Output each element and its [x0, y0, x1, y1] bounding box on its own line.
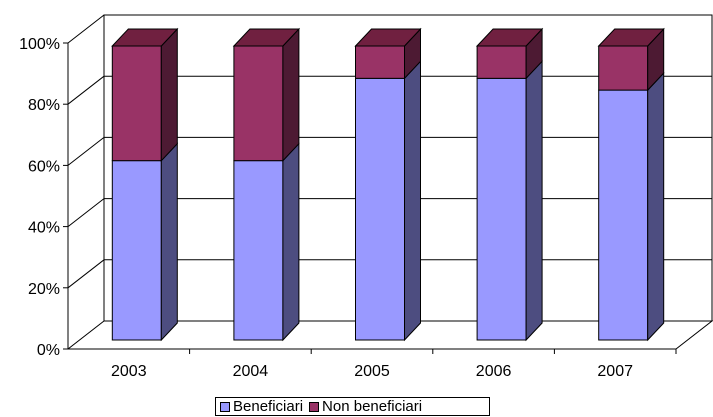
- chart: 0% 20% 40% 60% 80% 100% 2003 2004 2005 2006 2007: [19, 14, 713, 380]
- y-tick-label: 60%: [28, 158, 60, 175]
- bar-side-beneficiari-2007: [647, 71, 665, 342]
- x-tick-label: 2005: [354, 363, 390, 380]
- gridline-diagonal: [67, 198, 105, 227]
- x-tick-label: 2003: [111, 363, 147, 380]
- bar-top-2006: [475, 28, 544, 47]
- bar-non-beneficiari-2006: [476, 45, 527, 79]
- bar-side-beneficiari-2006: [525, 60, 543, 342]
- bar-top-2007: [597, 28, 665, 47]
- gridline-diagonal: [67, 137, 105, 166]
- bar-side-beneficiari-2003: [160, 142, 178, 342]
- chart-legend: Beneficiari Non beneficiari: [215, 397, 490, 416]
- gridline-diagonal: [67, 14, 105, 44]
- bar-non-beneficiari-2003: [111, 45, 162, 162]
- legend-swatch-non-beneficiari: [309, 401, 320, 412]
- bar-side-beneficiari-2004: [282, 142, 300, 342]
- y-tick-label: 40%: [28, 220, 60, 237]
- y-tick-label: 0%: [37, 342, 60, 359]
- gridline-diagonal: [67, 75, 105, 105]
- gridline-diagonal: [67, 259, 105, 289]
- bar-non-beneficiari-2005: [355, 45, 405, 79]
- legend-label-non-beneficiari: Non beneficiari: [322, 398, 423, 415]
- x-tick-label: 2004: [233, 363, 269, 380]
- legend-item-non-beneficiari: Non beneficiari: [309, 398, 422, 415]
- legend-label-beneficiari: Beneficiari: [233, 398, 304, 415]
- bar-beneficiari-2006: [476, 77, 527, 341]
- bar-top-2004: [232, 28, 301, 47]
- bar-beneficiari-2007: [598, 89, 649, 341]
- bar-top-2003: [111, 28, 179, 47]
- legend-item-beneficiari: Beneficiari: [220, 398, 303, 415]
- bar-beneficiari-2003: [111, 160, 162, 341]
- bar-side-non-beneficiari-2003: [160, 27, 178, 162]
- bar-top-2005: [354, 28, 422, 47]
- bar-beneficiari-2005: [355, 77, 405, 341]
- x-tick-label: 2007: [597, 363, 633, 380]
- bar-side-non-beneficiari-2004: [282, 27, 300, 162]
- y-tick-label: 100%: [19, 36, 60, 53]
- y-tick-label: 80%: [28, 97, 60, 114]
- bar-beneficiari-2004: [233, 160, 284, 341]
- legend-swatch-beneficiari: [220, 401, 230, 412]
- y-tick-label: 20%: [28, 281, 60, 298]
- x-tick-label: 2006: [476, 363, 512, 380]
- bar-non-beneficiari-2007: [598, 45, 649, 91]
- bar-side-beneficiari-2005: [404, 60, 421, 342]
- bar-non-beneficiari-2004: [233, 45, 284, 162]
